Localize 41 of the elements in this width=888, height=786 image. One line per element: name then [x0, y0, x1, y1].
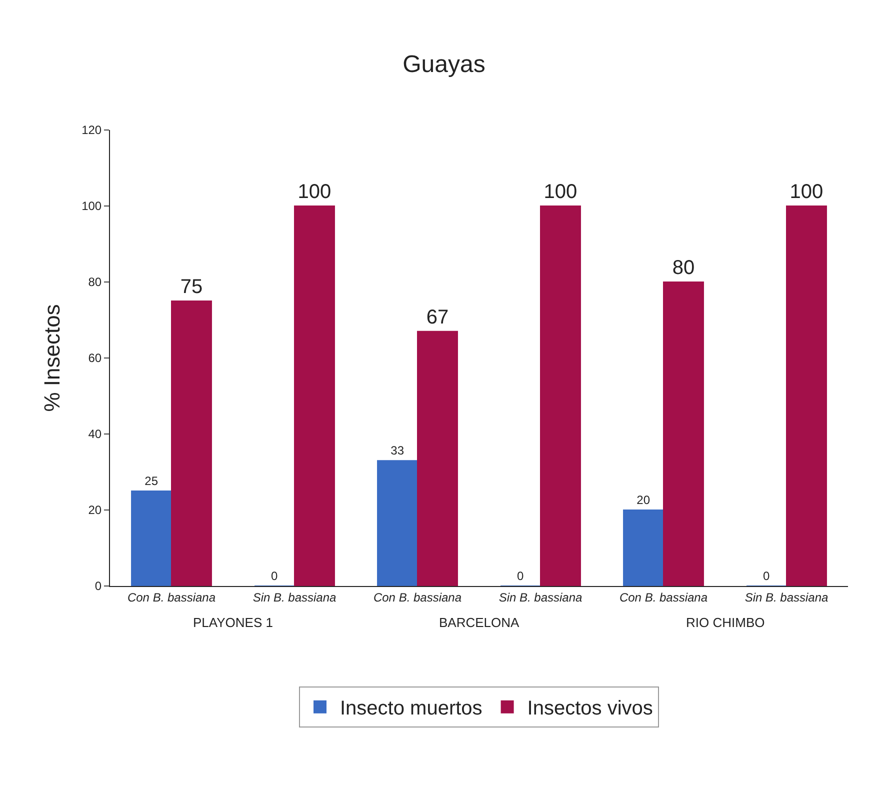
bar: [786, 206, 827, 586]
data-label: 100: [790, 181, 824, 203]
bar: [171, 300, 212, 586]
y-tick-label: 0: [94, 579, 102, 594]
data-label: 33: [390, 444, 404, 458]
text: BARCELONA: [439, 615, 520, 630]
y-axis-title: % Insectos: [39, 304, 64, 412]
x-tick-label: Sin B. bassiana: [252, 590, 337, 604]
bar: [540, 206, 581, 586]
data-label: 100: [298, 181, 332, 203]
y-tick-label: 40: [88, 427, 102, 442]
data-label: 100: [544, 181, 578, 203]
data-label: 67: [426, 306, 449, 328]
legend-label: Insectos vivos: [527, 698, 653, 720]
y-tick-label: 80: [88, 275, 102, 290]
x-tick-label: Con B. bassiana: [127, 590, 216, 604]
legend-label: Insecto muertos: [340, 698, 482, 720]
data-label: 0: [271, 569, 278, 583]
data-label: 25: [144, 474, 158, 488]
data-label: 80: [672, 257, 695, 279]
text: RIO CHIMBO: [686, 615, 765, 630]
y-tick-label: 120: [82, 123, 102, 138]
data-label: 20: [636, 493, 650, 507]
x-tick-label: Con B. bassiana: [373, 590, 462, 604]
data-label: 75: [180, 276, 203, 298]
bar: [294, 206, 335, 586]
x-tick-label: Con B. bassiana: [619, 590, 708, 604]
bar: [417, 330, 458, 586]
bar: [377, 460, 418, 586]
y-tick-label: 100: [82, 199, 102, 214]
x-tick-label: Sin B. bassiana: [498, 590, 583, 604]
text: PLAYONES 1: [193, 615, 273, 630]
data-label: 0: [517, 569, 524, 583]
bar: [131, 490, 172, 586]
data-label: 0: [763, 569, 770, 583]
chart-title: Guayas: [402, 50, 486, 78]
bar: [663, 282, 704, 586]
bar: [623, 510, 664, 586]
y-tick-label: 20: [88, 503, 102, 518]
x-tick-label: Sin B. bassiana: [744, 590, 829, 604]
y-tick-label: 60: [88, 351, 102, 366]
